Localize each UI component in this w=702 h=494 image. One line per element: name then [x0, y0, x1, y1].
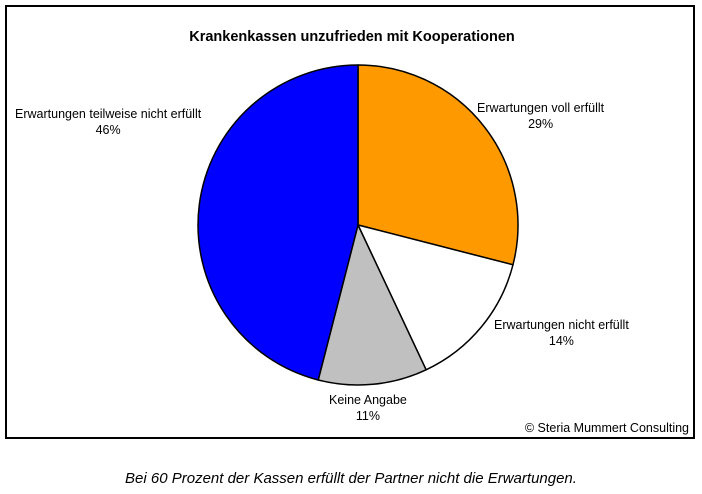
- slice-label-teilweise-nicht-erfuellt: Erwartungen teilweise nicht erfüllt 46%: [15, 106, 201, 138]
- slice-label-nicht-erfuellt: Erwartungen nicht erfüllt 14%: [494, 317, 629, 349]
- slice-name: Erwartungen teilweise nicht erfüllt: [15, 107, 202, 121]
- pie-slice-2: [317, 224, 427, 386]
- pie-slice-3: [197, 64, 359, 381]
- pie-slice-0: [357, 64, 519, 266]
- chart-frame: Krankenkassen unzufrieden mit Kooperatio…: [5, 5, 695, 439]
- slice-percent: 14%: [548, 334, 574, 348]
- slice-percent: 46%: [95, 123, 121, 137]
- copyright-note: © Steria Mummert Consulting: [524, 421, 689, 435]
- pie-chart: [197, 64, 519, 386]
- figure-caption: Bei 60 Prozent der Kassen erfüllt der Pa…: [125, 470, 577, 487]
- chart-title: Krankenkassen unzufrieden mit Kooperatio…: [189, 29, 515, 45]
- slice-label-keine-angabe: Keine Angabe 11%: [329, 392, 407, 424]
- slice-percent: 11%: [355, 409, 380, 423]
- slice-percent: 29%: [528, 117, 554, 131]
- pie-slice-1: [357, 224, 514, 371]
- slice-name: Erwartungen nicht erfüllt: [494, 318, 629, 332]
- slice-name: Keine Angabe: [329, 393, 407, 407]
- slice-name: Erwartungen voll erfüllt: [477, 101, 605, 115]
- slice-label-voll-erfuellt: Erwartungen voll erfüllt 29%: [477, 100, 604, 132]
